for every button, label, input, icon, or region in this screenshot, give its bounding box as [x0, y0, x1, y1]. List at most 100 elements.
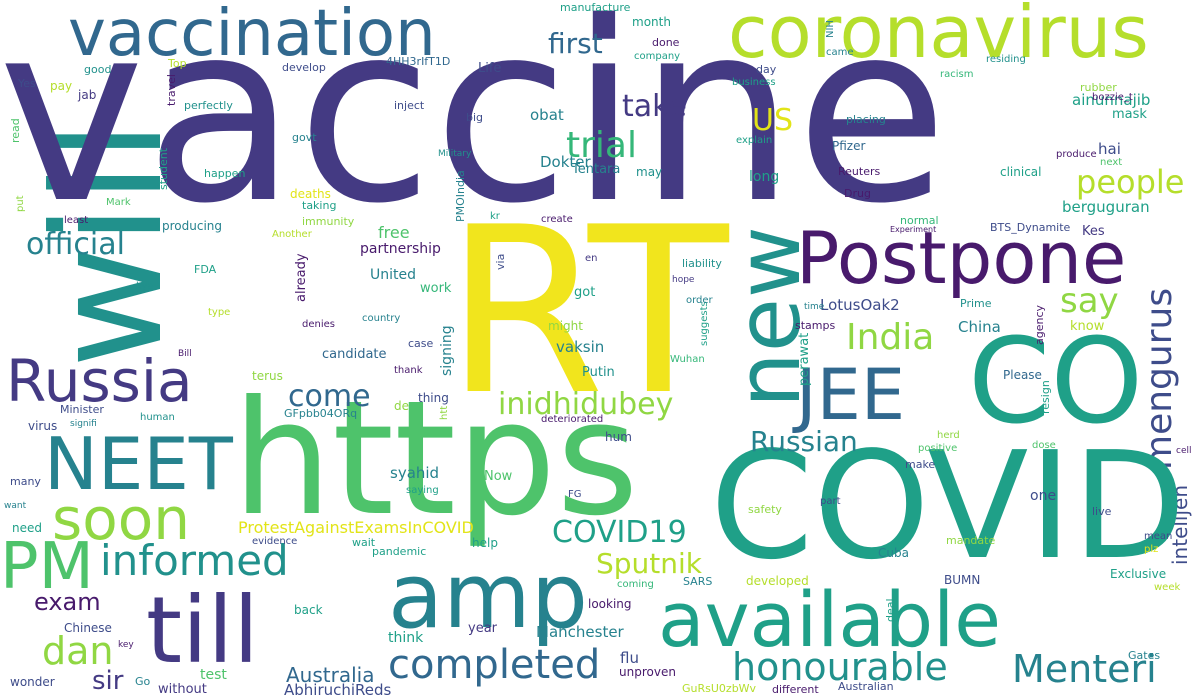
word-terus: terus — [252, 369, 283, 383]
word-Putin: Putin — [582, 365, 615, 380]
word-mean: mean — [1144, 531, 1173, 542]
word-take: take — [622, 89, 687, 124]
word-candidate: candidate — [322, 347, 387, 362]
word-PMOIndia: PMOIndia — [454, 170, 467, 222]
word-bozzie_t: bozzie_t — [1092, 92, 1133, 103]
word-create: create — [541, 214, 573, 225]
word-Russia: Russia — [6, 347, 193, 415]
word-came: came — [826, 47, 854, 58]
word-Minister: Minister — [60, 403, 104, 416]
word-informed: informed — [100, 536, 289, 585]
word-time: time — [804, 302, 825, 312]
word-FG: FG — [568, 489, 582, 500]
word-Manchester: Manchester — [536, 623, 624, 641]
word-think: think — [388, 630, 424, 646]
word-COVID19: COVID19 — [552, 515, 687, 550]
word-big: big — [466, 111, 484, 124]
word-perawat: perawat — [797, 332, 812, 386]
word-next: next — [1100, 157, 1123, 168]
word-de: de — [394, 399, 409, 413]
word-key: key — [118, 640, 134, 650]
word-plz: plz — [1144, 544, 1159, 555]
word-agency: agency — [1033, 304, 1046, 345]
word-case: case — [408, 337, 434, 350]
word-country: country — [362, 313, 401, 324]
word-Kes: Kes — [1082, 224, 1105, 239]
word-Chinese: Chinese — [64, 621, 112, 635]
word-BUMN: BUMN — [944, 573, 981, 587]
word-vaccination: vaccination — [68, 0, 436, 71]
word-good: good — [84, 63, 112, 76]
word-first: first — [548, 27, 603, 60]
word-safety: safety — [748, 503, 782, 516]
word-racism: racism — [940, 69, 974, 80]
word-developed: developed — [746, 574, 809, 588]
word-month: month — [632, 15, 671, 29]
word-deteriorated: deteriorated — [541, 414, 604, 425]
word-Now: Now — [484, 469, 513, 484]
word-denies: denies — [302, 319, 335, 330]
word-resign: resign — [1039, 380, 1052, 414]
word-SARS: SARS — [683, 575, 713, 588]
word-many: many — [10, 475, 41, 488]
word-FDA: FDA — [194, 263, 217, 276]
word-exam: exam — [34, 588, 101, 616]
word-NEET: NEET — [44, 422, 233, 506]
word-help: help — [472, 536, 498, 550]
word-got: got — [574, 285, 596, 300]
word-inject: inject — [394, 99, 425, 112]
word-mask: mask — [1112, 107, 1147, 122]
word-order: order — [686, 295, 713, 306]
word-looking: looking — [588, 597, 632, 611]
word-Life: Life — [478, 61, 502, 76]
word-https: https — [232, 367, 639, 551]
word-official: official — [26, 227, 125, 262]
word-thing: thing — [418, 391, 449, 405]
word-kr: kr — [490, 211, 500, 222]
word-China: China — [958, 318, 1001, 336]
word-without: without — [158, 682, 207, 697]
word-back: back — [294, 603, 323, 617]
word-say: say — [1060, 281, 1119, 321]
word-sir: sir — [92, 666, 124, 696]
word-signifi: signifi — [70, 419, 97, 429]
word-normal: normal — [900, 214, 939, 227]
word-stamps: stamps — [795, 319, 836, 332]
word-perfectly: perfectly — [184, 99, 233, 112]
word-Australia: Australia — [286, 663, 375, 687]
word-come: come — [288, 379, 371, 414]
word-Exclusive: Exclusive — [1110, 567, 1167, 581]
word-Tentara: Tentara — [572, 162, 621, 177]
word-syahid: syahid — [390, 464, 440, 482]
word-need: need — [12, 521, 42, 535]
word-pay: pay — [50, 79, 73, 93]
word-US: US — [752, 103, 794, 138]
word-thank: thank — [394, 365, 423, 376]
word-different: different — [772, 683, 819, 696]
word-completed: completed — [388, 642, 601, 688]
word-put: put — [15, 195, 26, 212]
word-GFpbb04ORq: GFpbb04ORq — [284, 407, 358, 420]
word-Military: Military — [438, 149, 472, 159]
word-want: want — [4, 501, 27, 511]
word-inidhidubey: inidhidubey — [498, 387, 674, 422]
word-Top: Top — [168, 57, 187, 70]
word-rubber: rubber — [1080, 81, 1117, 94]
word-producing: producing — [162, 219, 223, 233]
word-business: business — [732, 77, 776, 88]
word-day: day — [756, 63, 777, 76]
word-signing: signing — [439, 325, 455, 376]
word-ProtestAgainstExamsInCOVID: ProtestAgainstExamsInCOVID — [238, 518, 474, 537]
word-deaths: deaths — [290, 187, 331, 201]
word-trial: trial — [566, 125, 637, 166]
word-kya: kya — [136, 281, 154, 292]
word-Menteri: Menteri — [1012, 647, 1157, 691]
word-Wuhan: Wuhan — [670, 354, 705, 365]
word-type: type — [208, 307, 231, 318]
word-via: via — [494, 253, 507, 270]
word-human: human — [140, 412, 175, 423]
word-hai: hai — [1098, 140, 1121, 158]
word-CO: CO — [968, 312, 1144, 450]
word-cell: cell — [1176, 446, 1192, 456]
word-wonder: wonder — [10, 675, 55, 689]
